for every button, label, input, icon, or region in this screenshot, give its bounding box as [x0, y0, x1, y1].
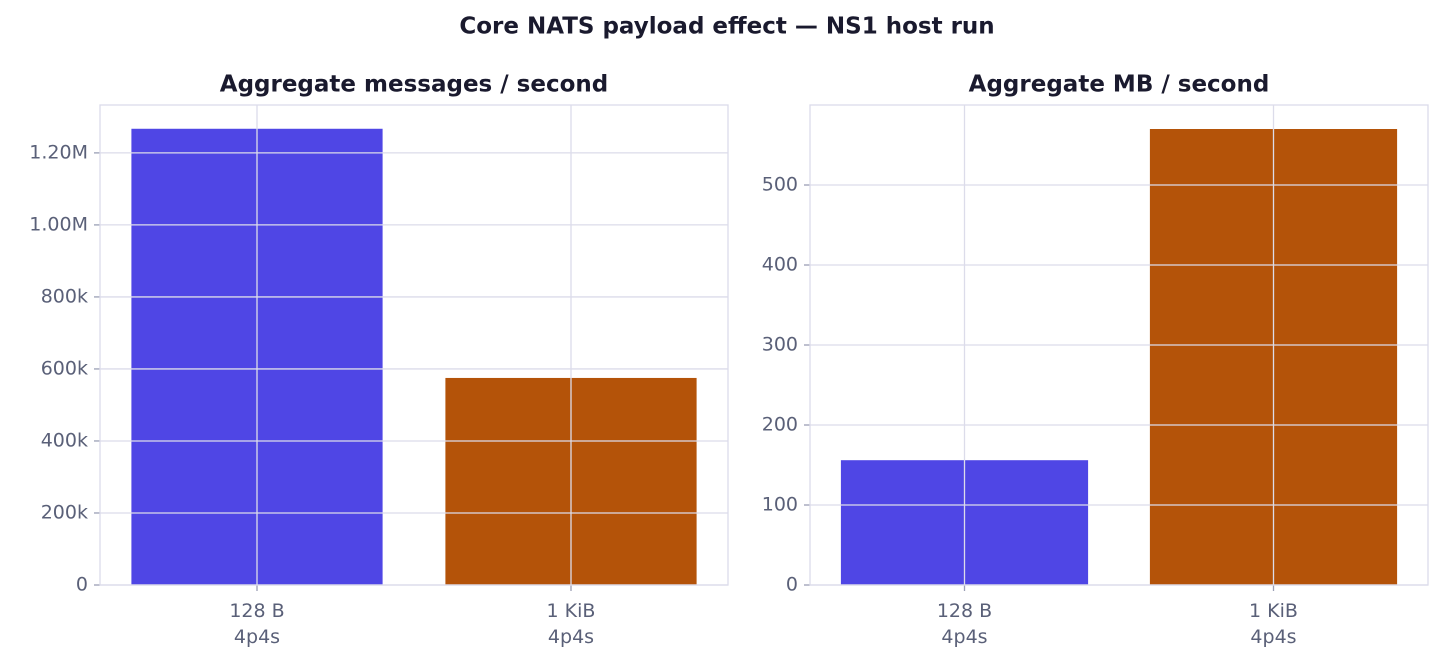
x-tick-label: 128 B 4p4s [936, 600, 993, 648]
panel-title: Aggregate MB / second [969, 72, 1270, 98]
x-tick-label: 128 B 4p4s [229, 600, 285, 648]
y-tick-label: 1.00M [29, 213, 88, 235]
figure-title: Core NATS payload effect — NS1 host run [459, 14, 994, 40]
y-tick-label: 400 [762, 254, 798, 276]
plot-frame [809, 104, 1429, 586]
x-tick-label: 1 KiB 4p4s [546, 600, 596, 648]
panel-title: Aggregate messages / second [220, 72, 608, 98]
y-tick-label: 400k [41, 429, 88, 451]
x-tick-label: 1 KiB 4p4s [1249, 600, 1298, 648]
plot-frame [99, 104, 729, 586]
y-tick-label: 1.20M [29, 141, 88, 163]
y-tick-label: 500 [762, 174, 798, 196]
y-tick-label: 0 [76, 574, 88, 596]
y-tick-label: 300 [762, 334, 798, 356]
y-tick-label: 0 [786, 574, 798, 596]
y-tick-label: 600k [41, 357, 88, 379]
y-tick-label: 200k [41, 501, 88, 523]
y-tick-label: 800k [41, 285, 88, 307]
y-tick-label: 100 [762, 494, 798, 516]
y-tick-label: 200 [762, 414, 798, 436]
